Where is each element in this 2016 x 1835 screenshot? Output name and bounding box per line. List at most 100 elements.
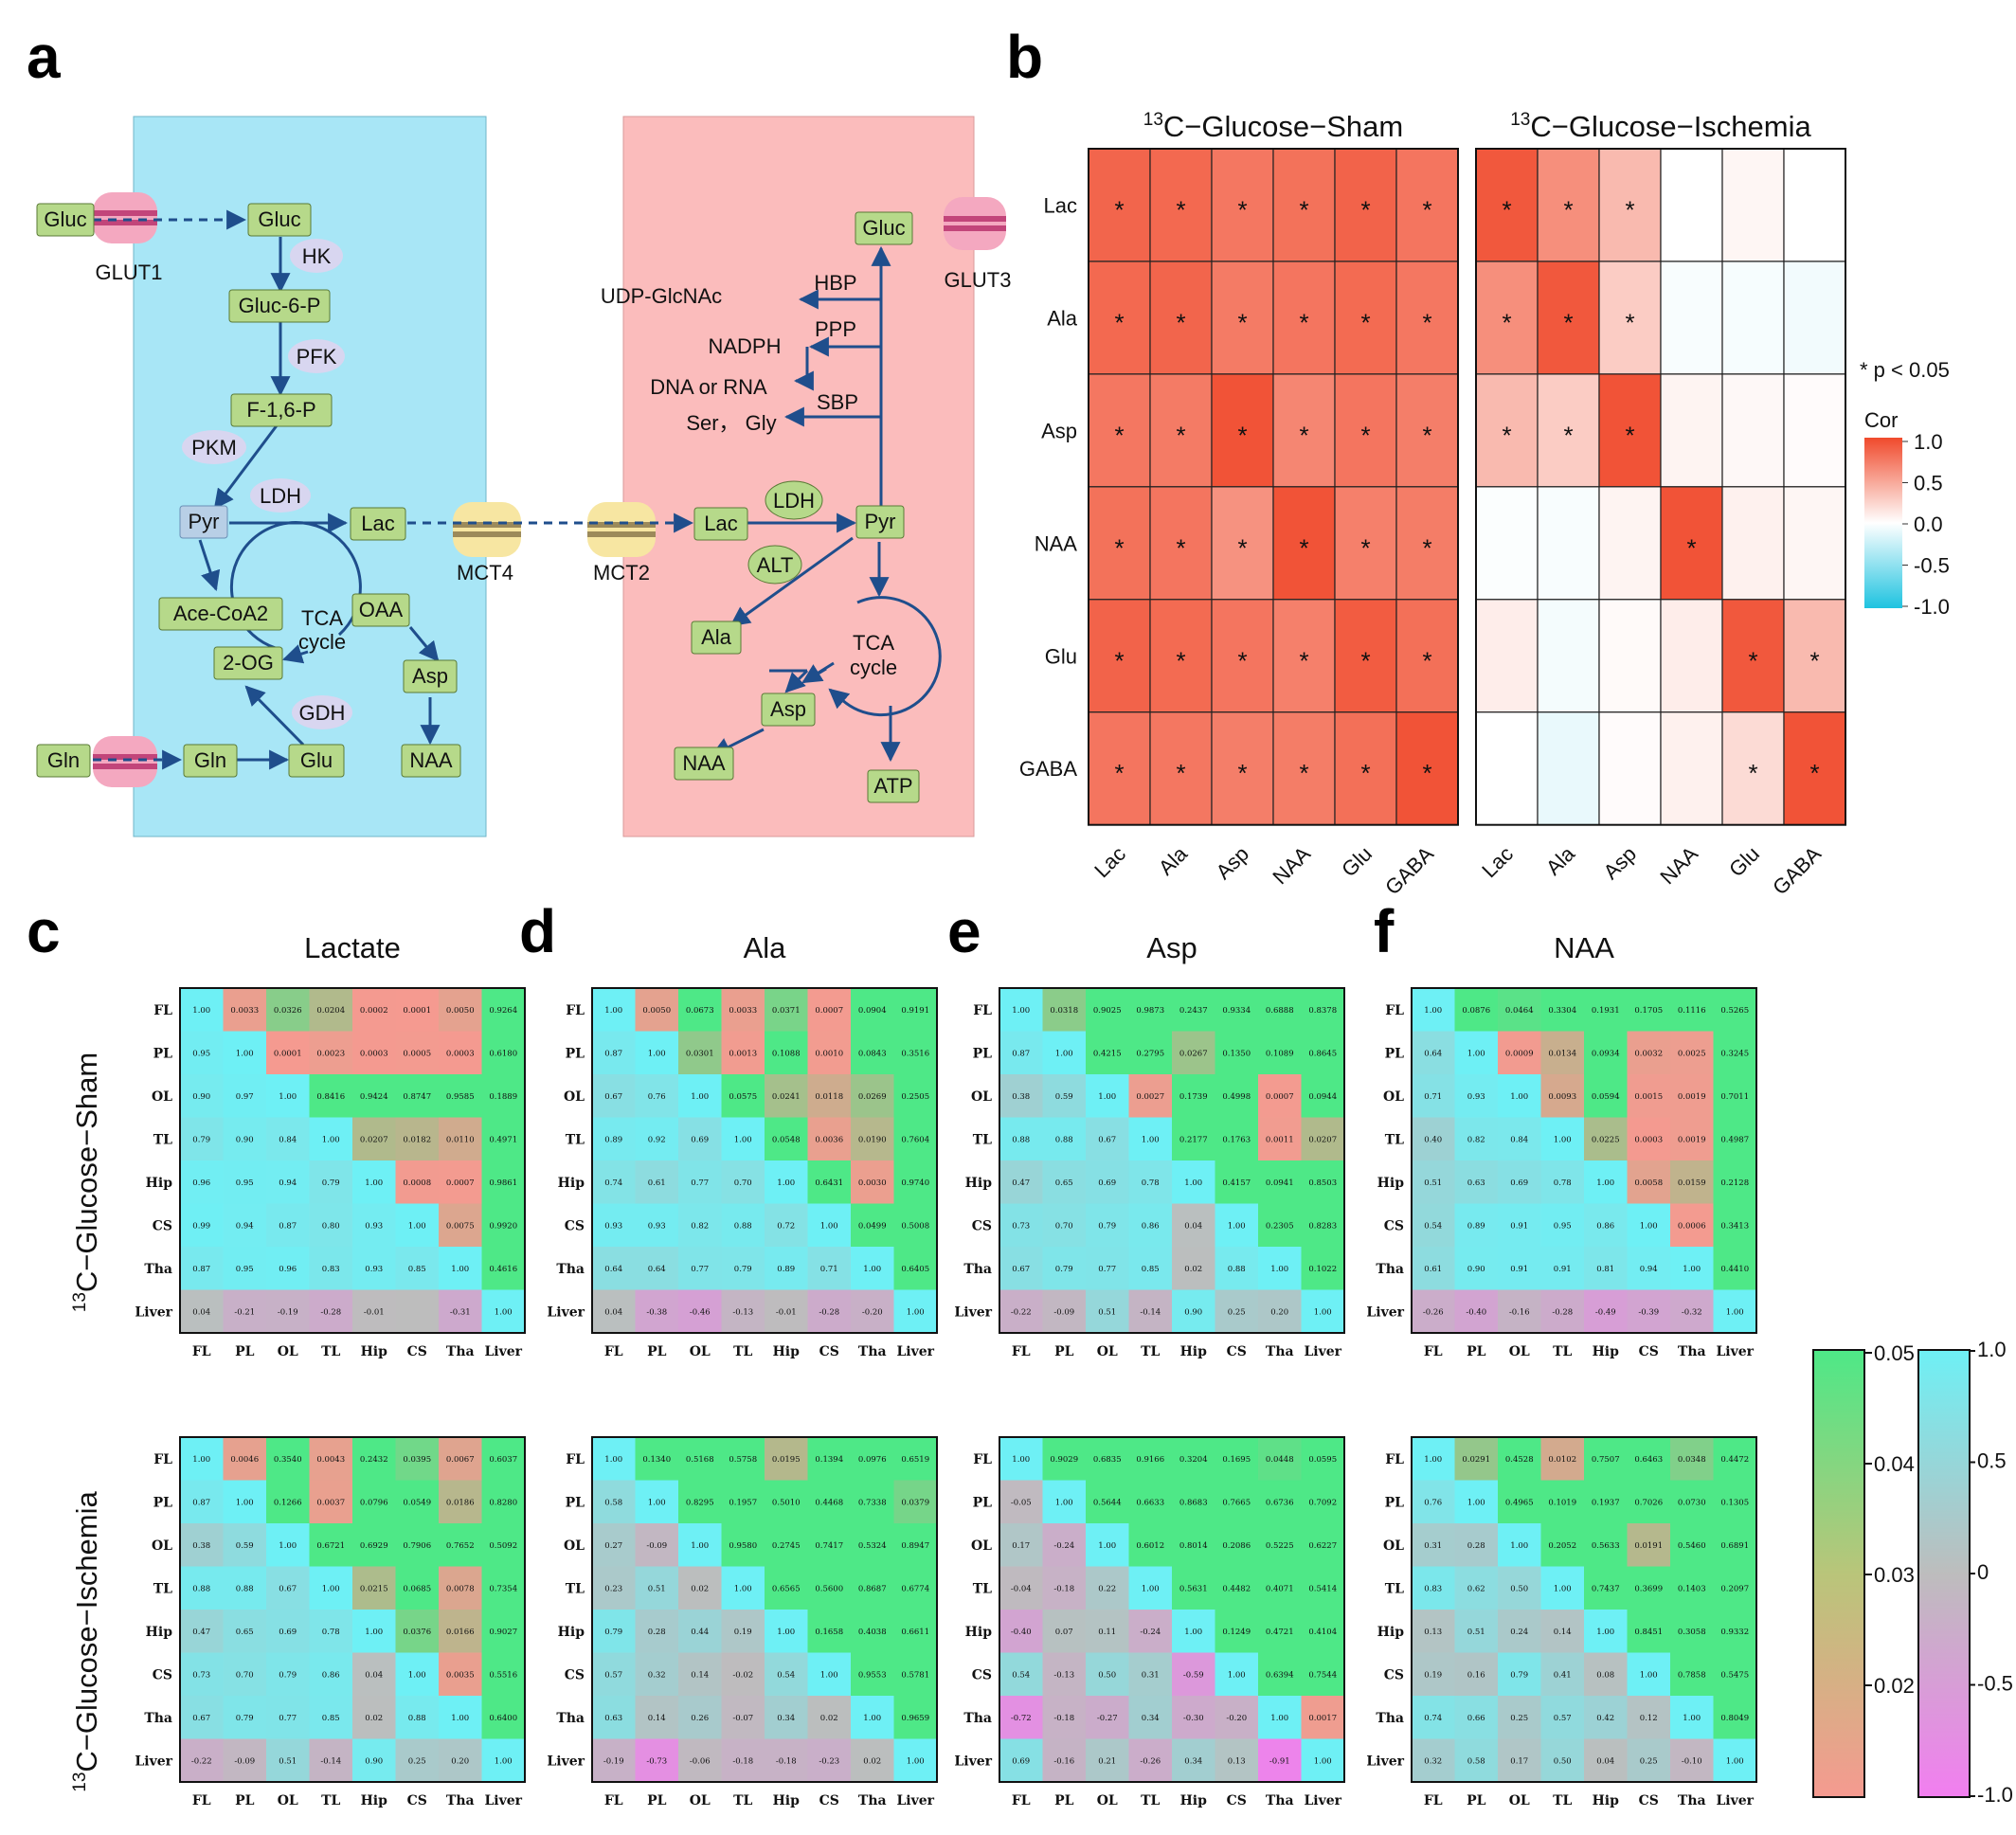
matrix-cell (309, 1160, 352, 1204)
matrix-col-label: PL (1054, 1793, 1074, 1808)
cell-value: 0.9332 (1720, 1628, 1749, 1637)
matrix-row-label: Tha (963, 1711, 992, 1726)
matrix-cell (592, 1696, 636, 1739)
matrix-cell (266, 1289, 310, 1333)
cell-value: 1.00 (1314, 1756, 1332, 1766)
significance-star: * (1114, 759, 1124, 787)
matrix-row-label: Hip (1377, 1625, 1405, 1640)
cell-value: 0.7652 (446, 1541, 475, 1551)
matrix-cell (1454, 1738, 1498, 1782)
node-label: Glu (300, 748, 333, 772)
cell-value: 0.16 (1467, 1670, 1485, 1680)
matrix-cell (1412, 1610, 1455, 1653)
matrix-cell (851, 1074, 894, 1118)
ser-gly-label: Ser， Gly (686, 411, 776, 435)
legend-tick-label: 0.5 (1914, 472, 1943, 495)
matrix-cell (851, 1160, 894, 1204)
cell-value: 0.1088 (772, 1049, 801, 1058)
matrix-cell (635, 1652, 678, 1696)
cell-value: 0.67 (604, 1092, 622, 1102)
cell-value: 0.41 (1554, 1670, 1572, 1680)
matrix-cell (635, 1031, 678, 1074)
matrix-cell (592, 988, 636, 1032)
matrix-cell (1713, 1437, 1756, 1481)
cell-value: -0.28 (819, 1307, 839, 1317)
matrix-cell (807, 1566, 851, 1610)
matrix-cell (481, 1480, 525, 1523)
matrix-cell (180, 1031, 224, 1074)
cell-value: 0.0027 (1136, 1092, 1164, 1102)
node-label: OAA (359, 598, 404, 621)
cell-value: 0.79 (236, 1714, 254, 1723)
matrix-cell (1215, 1160, 1258, 1204)
cell-value: 0.7437 (1592, 1584, 1620, 1593)
cell-value: -0.31 (450, 1307, 471, 1317)
cell-value: 0.0318 (1050, 1006, 1078, 1016)
matrix-col-label: FL (1012, 1344, 1031, 1359)
matrix-cell (893, 1289, 937, 1333)
cell-value: 0.5631 (1179, 1584, 1208, 1593)
heatmap-cell (1660, 486, 1723, 601)
matrix-cell (1042, 1074, 1086, 1118)
matrix-frame (1411, 1436, 1757, 1783)
matrix-cell (1540, 1031, 1584, 1074)
cell-value: 1.00 (1726, 1756, 1744, 1766)
cell-value: 0.5633 (1592, 1541, 1620, 1551)
node-atp: ATP (867, 769, 920, 803)
matrix-cell (1627, 1610, 1670, 1653)
cell-value: 0.0134 (1548, 1049, 1576, 1058)
matrix-cell (352, 988, 396, 1032)
cell-value: 0.0036 (815, 1135, 843, 1144)
cell-value: 1.00 (734, 1135, 752, 1144)
cell-value: 0.83 (1424, 1584, 1442, 1593)
matrix-cell (439, 1437, 482, 1481)
matrix-cell (1454, 1160, 1498, 1204)
cell-value: 0.1340 (642, 1455, 671, 1465)
matrix-cell (1540, 988, 1584, 1032)
heatmap-cell (1598, 599, 1662, 713)
matrix-col-label: Liver (896, 1344, 934, 1359)
matrix-cell (180, 1437, 224, 1481)
cell-value: 0.0006 (1678, 1221, 1706, 1231)
matrix-cell (1172, 1203, 1215, 1247)
matrix-cell (1454, 1203, 1498, 1247)
cell-value: 0.0186 (446, 1498, 475, 1507)
matrix-cell (1301, 1523, 1344, 1567)
matrix-cell (1301, 1289, 1344, 1333)
matrix-cell (678, 1074, 722, 1118)
cor-tick-label: 1.0 (1977, 1338, 2007, 1361)
cor-tick-label: -0.5 (1977, 1672, 2013, 1696)
matrix-cell (1454, 1566, 1498, 1610)
significance-star: * (1422, 195, 1431, 224)
cell-value: 0.47 (192, 1628, 210, 1637)
cell-value: -0.18 (776, 1756, 797, 1766)
matrix-cell (1584, 1523, 1628, 1567)
cell-value: 0.1249 (1222, 1628, 1251, 1637)
heatmap-cell (1537, 148, 1600, 262)
cell-value: 0.31 (1142, 1670, 1160, 1680)
cell-value: 0.89 (1467, 1221, 1485, 1231)
matrix-cell (439, 1652, 482, 1696)
matrix-cell (266, 1566, 310, 1610)
row-title-sham: 13C−Glucose−Sham (70, 1052, 103, 1312)
matrix-cell (592, 1160, 636, 1204)
cell-value: 1.00 (1270, 1714, 1288, 1723)
matrix-cell (1540, 1160, 1584, 1204)
cell-value: 0.86 (1596, 1221, 1614, 1231)
matrix-cell (893, 1610, 937, 1653)
matrix-cell (1454, 1031, 1498, 1074)
significance-star: * (1299, 646, 1308, 675)
matrix-cell (309, 1117, 352, 1160)
matrix-cell (481, 1437, 525, 1481)
matrix-cell (395, 1203, 439, 1247)
title-text: C−Glucose−Ischemia (1530, 110, 1811, 143)
significance-star: * (1114, 533, 1124, 562)
matrix-cell (266, 1523, 310, 1567)
heatmap-cell (1475, 599, 1539, 713)
cell-value: 1.00 (1142, 1584, 1160, 1593)
y-tick-label: Lac (1044, 193, 1077, 217)
matrix-cell (678, 1566, 722, 1610)
x-tick-label: Ala (1154, 841, 1193, 880)
matrix-cell (807, 1289, 851, 1333)
cell-value: -0.26 (1140, 1756, 1161, 1766)
